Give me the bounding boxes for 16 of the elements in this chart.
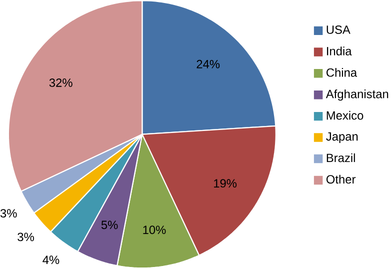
legend-label: Brazil — [326, 154, 355, 162]
data-label: 3% — [0, 209, 17, 218]
legend-label: USA — [326, 26, 350, 34]
legend-label: China — [326, 68, 358, 77]
legend-label: Afghanistan — [326, 90, 388, 101]
legend-label: Mexico — [326, 111, 364, 120]
data-label: 3% — [18, 232, 34, 242]
data-label: 5% — [101, 220, 118, 230]
data-label: 32% — [49, 78, 72, 88]
data-label: 4% — [42, 256, 60, 264]
legend-label: India — [327, 46, 352, 56]
data-label: 10% — [143, 226, 166, 234]
legend-label: Japan — [326, 132, 358, 144]
data-label: 19% — [214, 179, 237, 188]
legend-label: Other — [326, 175, 356, 184]
data-label: 24% — [196, 60, 220, 68]
